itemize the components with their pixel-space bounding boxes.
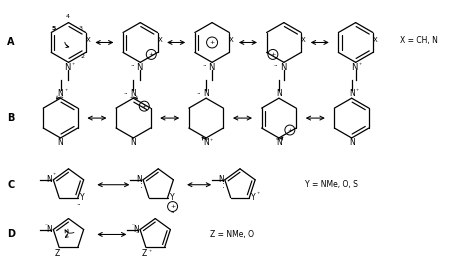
Text: ··: ·· [202,63,206,69]
Text: ··: ·· [273,63,278,69]
Text: X: X [301,37,306,43]
Text: ··: ·· [196,91,201,97]
Text: ··: ·· [130,63,135,69]
Text: +: + [270,52,275,57]
Text: B: B [7,113,14,123]
Text: C: C [7,180,14,190]
Text: +: + [210,40,215,45]
Text: $^+$: $^+$ [209,138,215,143]
Text: ··: ·· [77,202,81,207]
Text: Z: Z [141,249,146,258]
Text: N: N [280,63,286,72]
Text: N: N [136,63,143,72]
Text: Y: Y [80,193,84,202]
Text: $^+$: $^+$ [255,191,261,196]
Text: $^+$: $^+$ [53,172,58,177]
Text: X = CH, N: X = CH, N [400,36,438,45]
Text: $^+$: $^+$ [358,62,364,67]
Text: N: N [58,89,64,98]
Text: Z: Z [55,249,60,258]
Text: N: N [218,175,224,184]
Text: N: N [203,138,209,147]
Text: N: N [349,89,355,98]
Text: $^+$: $^+$ [64,88,69,93]
Text: 3: 3 [79,26,83,31]
Text: +: + [287,127,292,132]
Text: +: + [170,204,175,209]
Text: N: N [208,63,214,72]
Text: X: X [373,37,378,43]
Text: Y: Y [170,193,174,202]
Text: +: + [142,104,147,109]
Text: ··: ·· [131,222,135,227]
Text: ··: ·· [45,222,48,227]
Text: Y = NMe, O, S: Y = NMe, O, S [305,180,358,189]
Text: N: N [46,225,52,234]
Text: N: N [46,175,52,184]
Text: N: N [130,89,136,98]
Text: N: N [351,63,358,72]
Text: X: X [229,37,234,43]
Text: 5: 5 [52,26,56,31]
Text: $^+$: $^+$ [71,62,76,67]
Text: $^+$: $^+$ [355,88,360,93]
Text: N: N [58,138,64,147]
Text: N: N [276,89,282,98]
Text: A: A [7,37,14,47]
Text: ··: ·· [170,210,175,217]
Text: N: N [133,225,139,234]
Text: D: D [7,229,15,240]
Text: Y: Y [251,193,256,202]
Text: 2: 2 [81,54,85,59]
Text: ··: ·· [123,91,128,97]
Text: Z = NMe, O: Z = NMe, O [210,230,254,239]
Text: 4: 4 [65,14,70,19]
Text: N: N [349,138,355,147]
Text: $^+$: $^+$ [148,249,154,254]
Text: N: N [276,138,282,147]
Text: N: N [137,175,142,184]
Text: N: N [64,63,71,72]
Text: :: : [140,181,143,190]
Text: ··: ·· [136,231,140,237]
Text: X: X [86,37,91,43]
Text: +: + [149,52,154,57]
Text: N: N [130,138,136,147]
Text: N: N [203,89,209,98]
Text: X: X [157,37,162,43]
Text: :: : [222,181,225,190]
